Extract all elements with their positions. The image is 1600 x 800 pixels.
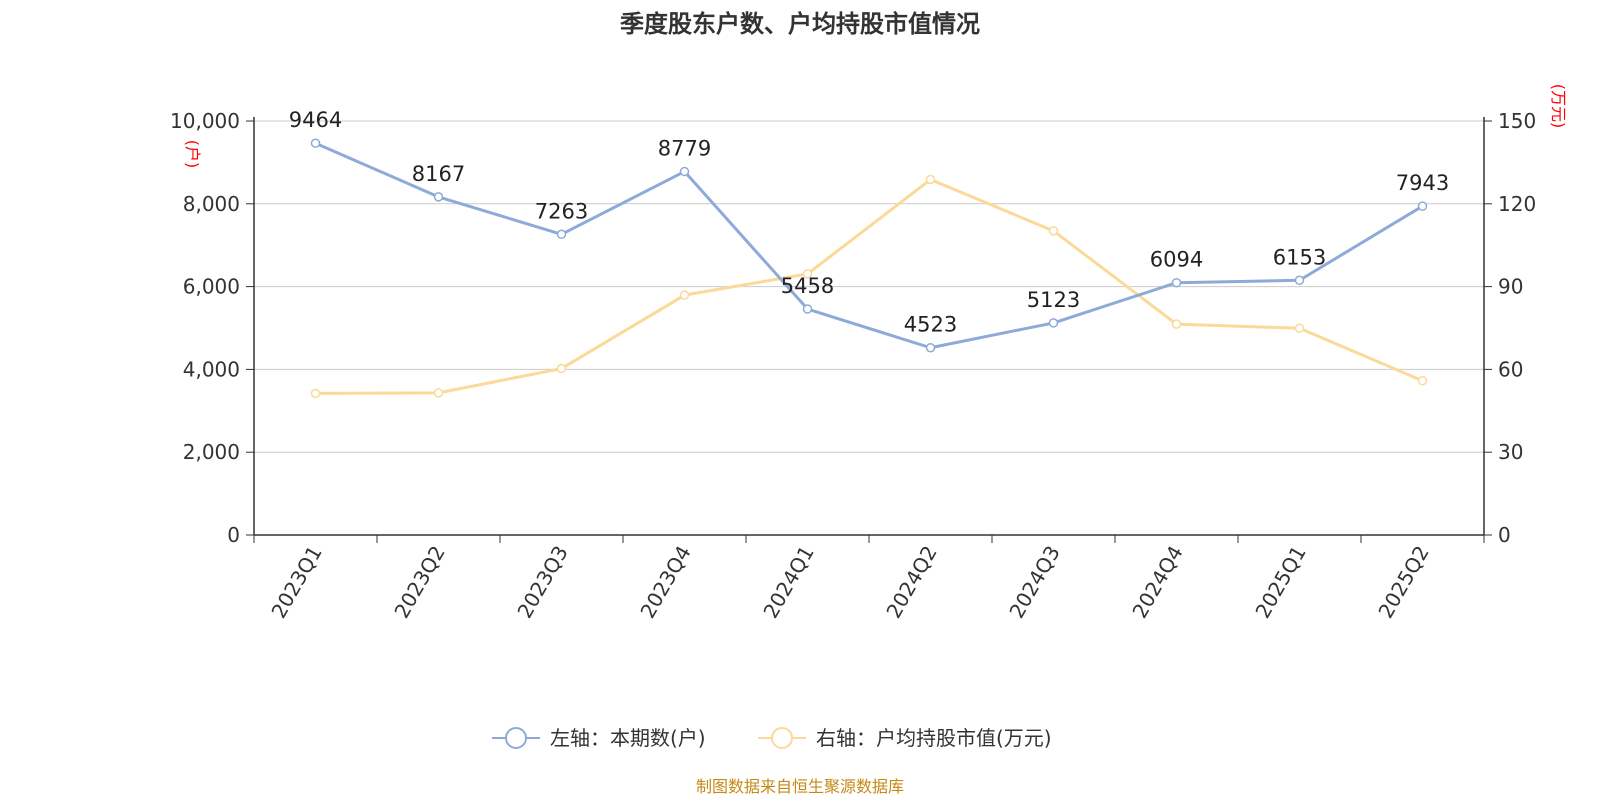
left-axis-unit: (户) xyxy=(183,140,202,169)
right-tick-label: 60 xyxy=(1498,357,1523,381)
x-tick-label: 2025Q1 xyxy=(1250,542,1310,623)
data-label: 6094 xyxy=(1150,248,1203,272)
legend-marker-right xyxy=(771,727,793,749)
data-point-right xyxy=(1171,319,1182,329)
series-group xyxy=(310,138,1428,399)
data-label: 7263 xyxy=(535,199,588,223)
data-point-left xyxy=(556,229,567,240)
x-tick-label: 2023Q2 xyxy=(389,542,449,623)
right-tick-label: 0 xyxy=(1498,523,1511,547)
x-tick-label: 2024Q4 xyxy=(1127,542,1187,623)
legend-label-right: 右轴：户均持股市值(万元) xyxy=(816,726,1052,750)
data-point-right xyxy=(310,388,321,399)
series-line-right xyxy=(315,178,1424,395)
data-point-right xyxy=(1294,323,1305,334)
data-label: 4523 xyxy=(904,313,957,337)
left-tick-label: 6,000 xyxy=(183,275,240,299)
right-axis-ticks: 0 30 60 90 120 150 xyxy=(1484,109,1536,547)
left-tick-label: 10,000 xyxy=(170,109,240,133)
x-axis-ticks: 2023Q1 2023Q2 2023Q3 2023Q4 2024Q1 2024Q2 2024… xyxy=(253,535,1485,623)
data-point-left xyxy=(802,304,813,314)
right-tick-label: 150 xyxy=(1498,109,1536,133)
x-tick-label: 2023Q4 xyxy=(635,542,695,623)
chart-title: 季度股东户数、户均持股市值情况 xyxy=(620,10,980,38)
data-label: 5123 xyxy=(1027,288,1080,312)
legend-label-left: 左轴：本期数(户) xyxy=(550,726,706,750)
left-tick-label: 8,000 xyxy=(183,192,240,216)
data-label: 8167 xyxy=(412,162,465,186)
right-tick-label: 120 xyxy=(1498,192,1536,216)
data-label: 7943 xyxy=(1396,171,1449,195)
data-point-left xyxy=(433,192,444,202)
data-point-left xyxy=(1294,275,1305,286)
source-note: 制图数据来自恒生聚源数据库 xyxy=(696,777,904,796)
x-tick-label: 2023Q1 xyxy=(266,542,326,623)
data-point-right xyxy=(1417,375,1428,386)
x-tick-label: 2024Q3 xyxy=(1004,542,1064,623)
x-tick-label: 2023Q3 xyxy=(512,542,572,623)
data-label: 8779 xyxy=(658,137,711,161)
legend[interactable]: 左轴：本期数(户) 右轴：户均持股市值(万元) xyxy=(492,726,1052,750)
x-tick-label: 2024Q1 xyxy=(758,542,818,623)
left-tick-label: 0 xyxy=(227,523,240,547)
data-point-left xyxy=(1417,201,1428,211)
right-axis-unit: (万元) xyxy=(1549,84,1568,129)
data-point-left xyxy=(1171,277,1182,288)
data-point-right xyxy=(556,363,567,374)
left-axis-ticks: 0 2,000 4,000 6,000 8,000 10,000 xyxy=(170,109,254,547)
data-point-right xyxy=(802,269,813,279)
series-line-left xyxy=(314,141,1424,350)
legend-marker-left xyxy=(505,727,527,749)
left-tick-label: 2,000 xyxy=(183,440,240,464)
right-tick-label: 90 xyxy=(1498,275,1523,299)
data-point-right xyxy=(679,290,690,300)
data-point-left xyxy=(679,166,690,177)
legend-item-right-series[interactable]: 右轴：户均持股市值(万元) xyxy=(758,726,1052,750)
data-point-right xyxy=(925,174,936,185)
data-labels: 9464 8167 7263 8779 5458 4523 5123 6094 6153 7943 xyxy=(289,108,1449,337)
x-tick-label: 2025Q2 xyxy=(1373,542,1433,623)
left-tick-label: 4,000 xyxy=(183,357,240,381)
data-point-left xyxy=(310,138,321,148)
data-point-right xyxy=(1048,226,1059,236)
right-tick-label: 30 xyxy=(1498,440,1523,464)
data-label: 9464 xyxy=(289,108,342,132)
data-point-left xyxy=(925,342,936,353)
x-tick-label: 2024Q2 xyxy=(881,542,941,623)
data-label: 5458 xyxy=(781,274,834,298)
data-label: 6153 xyxy=(1273,245,1326,269)
data-point-right xyxy=(433,388,444,398)
data-point-left xyxy=(1048,318,1059,328)
legend-item-left-series[interactable]: 左轴：本期数(户) xyxy=(492,726,706,750)
